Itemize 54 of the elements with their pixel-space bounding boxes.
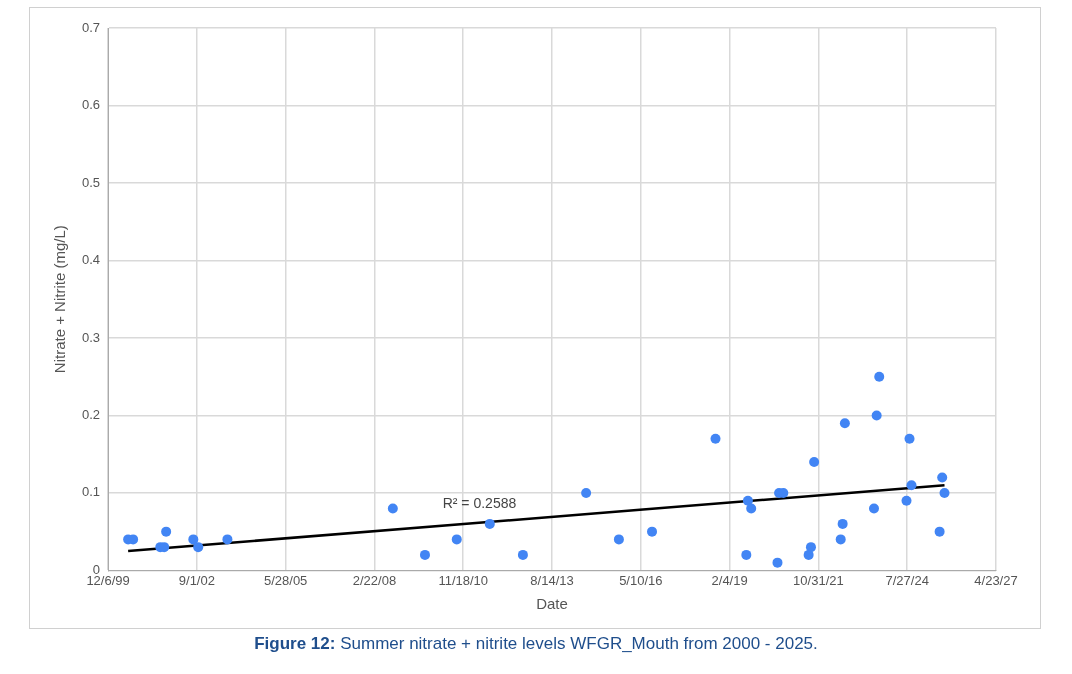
x-tick-label: 10/31/21	[793, 572, 844, 588]
point	[741, 549, 752, 560]
y-axis-title: Nitrate + Nitrite (mg/L)	[51, 225, 69, 374]
x-tick-label: 8/14/13	[530, 572, 574, 588]
point	[835, 534, 846, 545]
x-tick-label: 11/18/10	[438, 572, 489, 588]
point	[581, 487, 592, 498]
x-tick-label: 2/22/08	[352, 572, 397, 588]
point	[803, 549, 814, 560]
point	[746, 503, 757, 514]
point	[939, 487, 950, 498]
point	[904, 433, 915, 444]
point	[934, 526, 945, 537]
point	[647, 526, 658, 537]
point	[161, 526, 172, 537]
caption: Figure 12: Summer nitrate + nitrite levels WFGR_Mouth from 2000 - 2025.	[253, 634, 819, 654]
x-tick-label: 5/28/05	[263, 572, 308, 588]
point	[710, 433, 721, 444]
point	[809, 456, 820, 467]
point	[613, 534, 624, 545]
y-tick-label: 0	[92, 561, 101, 577]
x-axis-title: Date	[536, 595, 568, 613]
point	[874, 371, 885, 382]
point	[484, 518, 495, 529]
annotation: R² = 0.2588	[442, 495, 517, 512]
point	[901, 495, 912, 506]
point	[906, 480, 917, 491]
y-tick-label: 0.2	[81, 407, 101, 423]
y-tick-label: 0.4	[81, 252, 101, 268]
y-tick-label: 0.5	[81, 174, 101, 190]
x-tick-label: 9/1/02	[178, 572, 215, 588]
x-tick-label: 5/10/16	[619, 572, 663, 588]
point	[839, 418, 850, 429]
point	[805, 542, 816, 553]
x-tick-label: 7/27/24	[885, 572, 929, 588]
point	[193, 542, 204, 553]
point	[937, 472, 948, 483]
point	[517, 549, 528, 560]
y-tick-label: 0.6	[81, 97, 101, 113]
point	[419, 549, 430, 560]
y-tick-label: 0.3	[81, 329, 101, 345]
point	[837, 518, 848, 529]
point	[772, 557, 783, 568]
y-tick-label: 0.7	[81, 19, 101, 35]
point	[742, 495, 753, 506]
x-tick-label: 4/23/27	[974, 572, 1018, 588]
point	[387, 503, 398, 514]
point	[188, 534, 199, 545]
point	[222, 534, 233, 545]
point	[869, 503, 879, 514]
point	[871, 410, 882, 421]
y-tick-label: 0.1	[81, 484, 101, 500]
point	[451, 534, 462, 545]
x-tick-label: 2/4/19	[711, 572, 748, 588]
